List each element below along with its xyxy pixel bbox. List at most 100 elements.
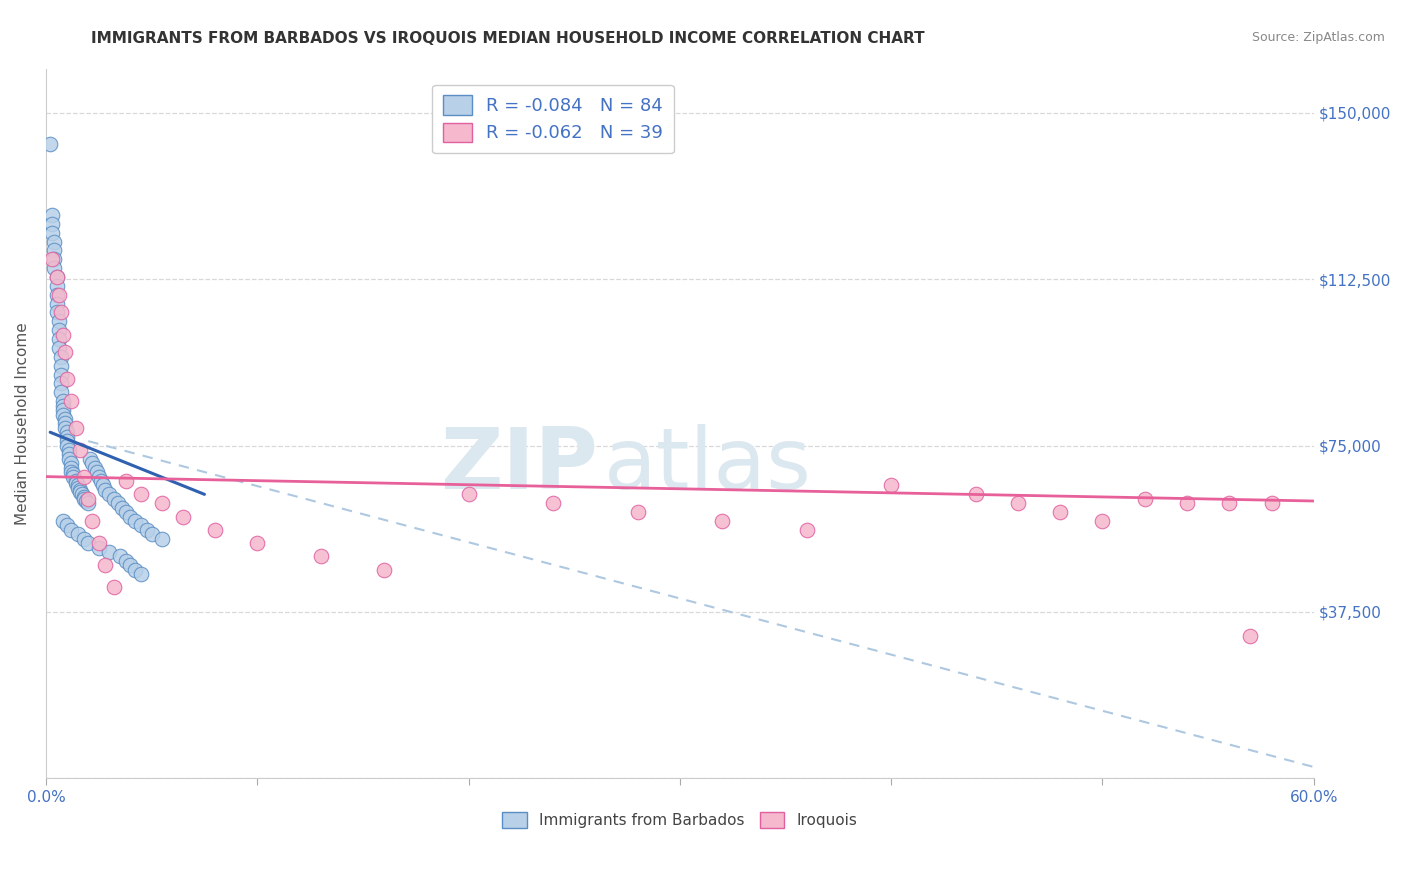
Point: [90, 474, 112, 488]
Point: [56, 425, 79, 440]
Point: [98, 545, 121, 559]
Point: [52, 399, 75, 413]
Point: [66, 527, 89, 541]
Point: [136, 523, 159, 537]
Point: [129, 518, 152, 533]
Point: [1091, 514, 1114, 528]
Point: [45, 270, 67, 285]
Point: [73, 490, 96, 504]
Point: [1133, 491, 1156, 506]
Point: [124, 514, 146, 528]
Point: [65, 421, 87, 435]
Point: [107, 496, 129, 510]
Point: [60, 460, 83, 475]
Point: [150, 496, 173, 510]
Point: [52, 514, 75, 528]
Point: [48, 323, 70, 337]
Point: [1049, 505, 1071, 519]
Text: IMMIGRANTS FROM BARBADOS VS IROQUOIS MEDIAN HOUSEHOLD INCOME CORRELATION CHART: IMMIGRANTS FROM BARBADOS VS IROQUOIS MED…: [91, 31, 925, 46]
Point: [65, 474, 87, 488]
Point: [111, 500, 134, 515]
Point: [45, 278, 67, 293]
Point: [58, 442, 80, 457]
Point: [70, 487, 93, 501]
Point: [79, 451, 101, 466]
Point: [53, 412, 76, 426]
Point: [39, 136, 62, 151]
Point: [103, 491, 125, 506]
Point: [45, 270, 67, 285]
Point: [56, 430, 79, 444]
Point: [49, 385, 72, 400]
Point: [73, 469, 96, 483]
Point: [83, 460, 105, 475]
Point: [1007, 496, 1029, 510]
Point: [91, 478, 114, 492]
Point: [98, 487, 121, 501]
Point: [48, 341, 70, 355]
Point: [52, 408, 75, 422]
Point: [60, 465, 83, 479]
Point: [41, 217, 63, 231]
Point: [52, 394, 75, 409]
Point: [49, 359, 72, 373]
Point: [73, 532, 96, 546]
Point: [52, 327, 75, 342]
Point: [41, 252, 63, 267]
Point: [58, 447, 80, 461]
Point: [65, 476, 87, 491]
Point: [48, 314, 70, 328]
Point: [309, 549, 332, 564]
Point: [45, 296, 67, 310]
Point: [115, 554, 138, 568]
Point: [60, 523, 83, 537]
Point: [53, 417, 76, 431]
Point: [108, 549, 131, 564]
Point: [53, 421, 76, 435]
Point: [77, 536, 100, 550]
Point: [48, 287, 70, 301]
Point: [87, 469, 110, 483]
Point: [141, 527, 163, 541]
Point: [66, 478, 89, 492]
Point: [880, 478, 903, 492]
Point: [1260, 496, 1282, 510]
Point: [56, 518, 79, 533]
Point: [129, 567, 152, 582]
Point: [87, 541, 110, 555]
Point: [44, 261, 66, 276]
Text: atlas: atlas: [603, 425, 811, 508]
Point: [246, 536, 269, 550]
Point: [49, 376, 72, 391]
Point: [58, 451, 80, 466]
Point: [129, 487, 152, 501]
Point: [373, 563, 395, 577]
Point: [172, 509, 194, 524]
Point: [457, 487, 479, 501]
Text: Source: ZipAtlas.com: Source: ZipAtlas.com: [1251, 31, 1385, 45]
Point: [1239, 629, 1261, 643]
Point: [204, 523, 226, 537]
Point: [45, 305, 67, 319]
Point: [75, 494, 97, 508]
Point: [56, 372, 79, 386]
Point: [62, 469, 84, 483]
Point: [49, 305, 72, 319]
Point: [124, 563, 146, 577]
Point: [94, 558, 117, 573]
Point: [49, 368, 72, 382]
Point: [69, 442, 91, 457]
Point: [120, 509, 142, 524]
Point: [120, 558, 142, 573]
Y-axis label: Median Household Income: Median Household Income: [15, 322, 30, 524]
Legend: Immigrants from Barbados, Iroquois: Immigrants from Barbados, Iroquois: [496, 805, 863, 834]
Point: [66, 481, 89, 495]
Point: [62, 467, 84, 482]
Point: [103, 581, 125, 595]
Point: [1218, 496, 1240, 510]
Point: [44, 235, 66, 249]
Point: [115, 474, 138, 488]
Point: [60, 394, 83, 409]
Point: [41, 226, 63, 240]
Point: [77, 496, 100, 510]
